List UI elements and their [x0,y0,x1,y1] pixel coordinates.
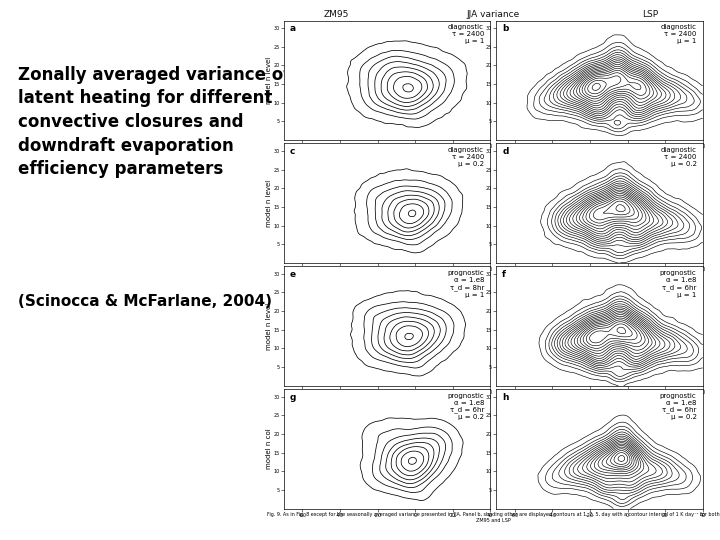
Text: a: a [290,24,296,33]
Y-axis label: model n level: model n level [266,57,272,104]
Text: ZM95: ZM95 [323,10,348,18]
Text: diagnostic
τ = 2400
μ = 1: diagnostic τ = 2400 μ = 1 [660,24,696,44]
Text: h: h [503,393,509,402]
Text: diagnostic
τ = 2400
μ = 0.2: diagnostic τ = 2400 μ = 0.2 [660,147,696,167]
Text: d: d [503,147,508,156]
Y-axis label: model n level: model n level [266,180,272,227]
Text: f: f [503,270,506,279]
Text: prognostic
α = 1.e8
τ_d = 8hr
μ = 1: prognostic α = 1.e8 τ_d = 8hr μ = 1 [447,270,484,298]
Text: Fig. 9. As in Fig. 8 except for the seasonally averaged variance presented in JJ: Fig. 9. As in Fig. 8 except for the seas… [267,512,719,523]
Text: JJA variance: JJA variance [467,10,520,18]
Text: b: b [503,24,508,33]
Text: e: e [290,270,296,279]
Text: diagnostic
τ = 2400
μ = 0.2: diagnostic τ = 2400 μ = 0.2 [448,147,484,167]
Text: prognostic
α = 1.e8
τ_d = 6hr
μ = 0.2: prognostic α = 1.e8 τ_d = 6hr μ = 0.2 [447,393,484,421]
Text: g: g [290,393,296,402]
Text: prognostic
α = 1.e8
τ_d = 6hr
μ = 0.2: prognostic α = 1.e8 τ_d = 6hr μ = 0.2 [660,393,696,421]
Text: diagnostic
τ = 2400
μ = 1: diagnostic τ = 2400 μ = 1 [448,24,484,44]
Text: (Scinocca & McFarlane, 2004): (Scinocca & McFarlane, 2004) [17,294,271,309]
Text: c: c [290,147,295,156]
Text: LSP: LSP [642,10,658,18]
Y-axis label: model n level: model n level [266,302,272,349]
Y-axis label: model n col: model n col [266,429,272,469]
Text: Zonally averaged variance of
latent heating for different
convective closures an: Zonally averaged variance of latent heat… [17,66,290,178]
Text: prognostic
α = 1.e8
τ_d = 6hr
μ = 1: prognostic α = 1.e8 τ_d = 6hr μ = 1 [660,270,696,298]
